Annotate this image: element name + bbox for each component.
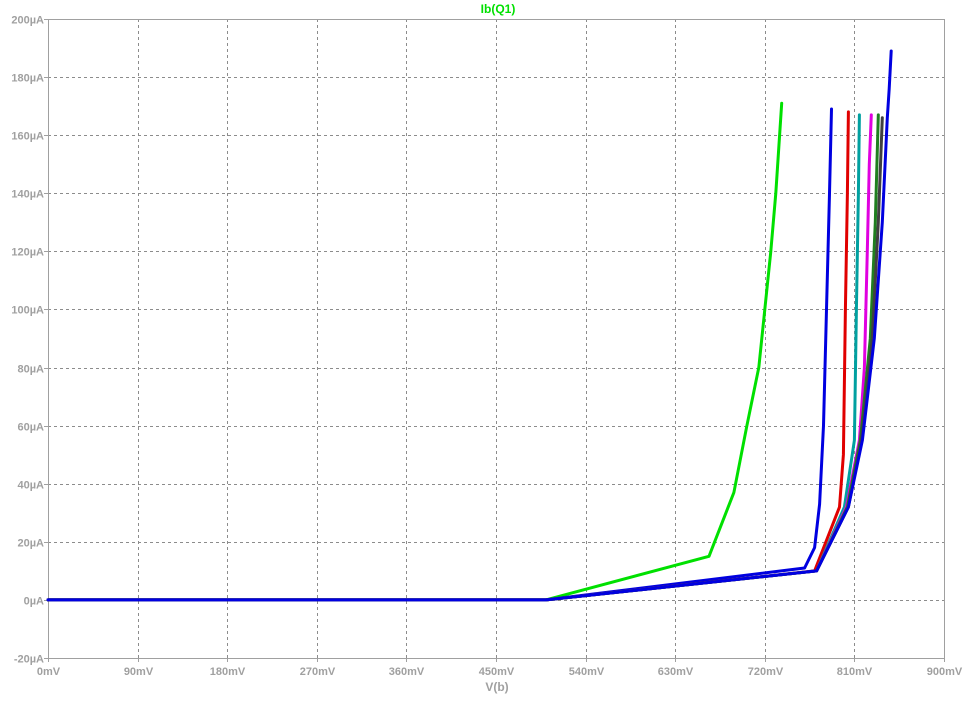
series-line-1 [46, 101, 784, 602]
y-tick-label: 0µA [24, 596, 44, 608]
y-tick-label: 100µA [11, 305, 44, 317]
y-tick-label: 80µA [17, 364, 44, 376]
series-line-2 [46, 107, 833, 602]
series-line-4 [46, 113, 861, 602]
y-tick-label: 60µA [17, 422, 44, 434]
x-tick-label: 270mV [300, 666, 336, 678]
axes: 0mV 90mV 180mV 270mV 360mV 450mV 540mV 630mV 720… [11, 15, 963, 679]
x-tick-label: 900mV [927, 666, 963, 678]
x-tick-label: 180mV [210, 666, 246, 678]
series-line-8 [46, 49, 893, 602]
y-tick-label: 200µA [11, 15, 44, 27]
series-line-7 [46, 116, 884, 602]
data-series [46, 49, 893, 602]
x-tick-label: 810mV [837, 666, 873, 678]
series-line-6 [46, 113, 880, 602]
y-tick-label: 140µA [11, 189, 44, 201]
x-tick-label: 720mV [748, 666, 784, 678]
x-tick-label: 540mV [569, 666, 605, 678]
chart-title: Ib(Q1) [481, 2, 516, 16]
grid-lines [48, 19, 944, 658]
y-tick-label: 160µA [11, 131, 44, 143]
x-tick-label: 360mV [389, 666, 425, 678]
x-tick-label: 0mV [37, 666, 61, 678]
x-axis-title: V(b) [485, 680, 508, 694]
x-tick-label: 630mV [658, 666, 694, 678]
y-tick-label: 40µA [17, 480, 44, 492]
plot-frame [48, 19, 945, 659]
y-tick-label: 120µA [11, 247, 44, 259]
x-tick-label: 450mV [479, 666, 515, 678]
y-tick-label: 20µA [17, 538, 44, 550]
y-tick-label: -20µA [14, 654, 44, 666]
y-tick-label: 180µA [11, 73, 44, 85]
series-line-3 [46, 110, 850, 602]
series-line-5 [46, 113, 873, 602]
x-tick-label: 90mV [124, 666, 154, 678]
